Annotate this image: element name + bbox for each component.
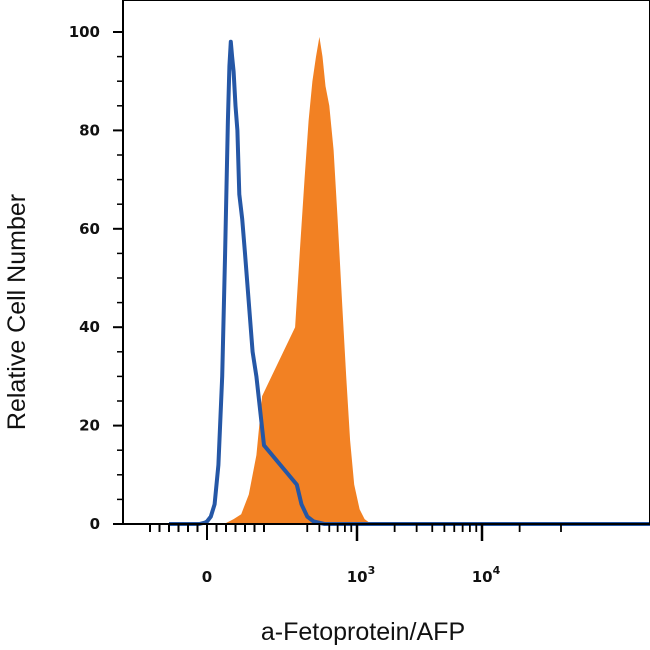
x-tick-label: 104 bbox=[472, 564, 501, 586]
y-tick-label: 80 bbox=[79, 121, 100, 139]
y-axis-title: Relative Cell Number bbox=[3, 194, 31, 430]
series-filled-histogram bbox=[169, 36, 650, 525]
plot-frame bbox=[122, 0, 650, 525]
x-axis-title: a-Fetoprotein/AFP bbox=[261, 618, 465, 646]
x-tick-label: 0 bbox=[202, 568, 212, 586]
x-tick-label: 103 bbox=[347, 564, 376, 586]
y-tick-label: 20 bbox=[79, 417, 100, 435]
y-tick-label: 60 bbox=[79, 220, 100, 238]
y-tick-label: 40 bbox=[79, 318, 100, 336]
y-tick-label: 100 bbox=[69, 23, 100, 41]
y-tick-label: 0 bbox=[90, 515, 100, 533]
series-outline-histogram bbox=[169, 39, 650, 526]
